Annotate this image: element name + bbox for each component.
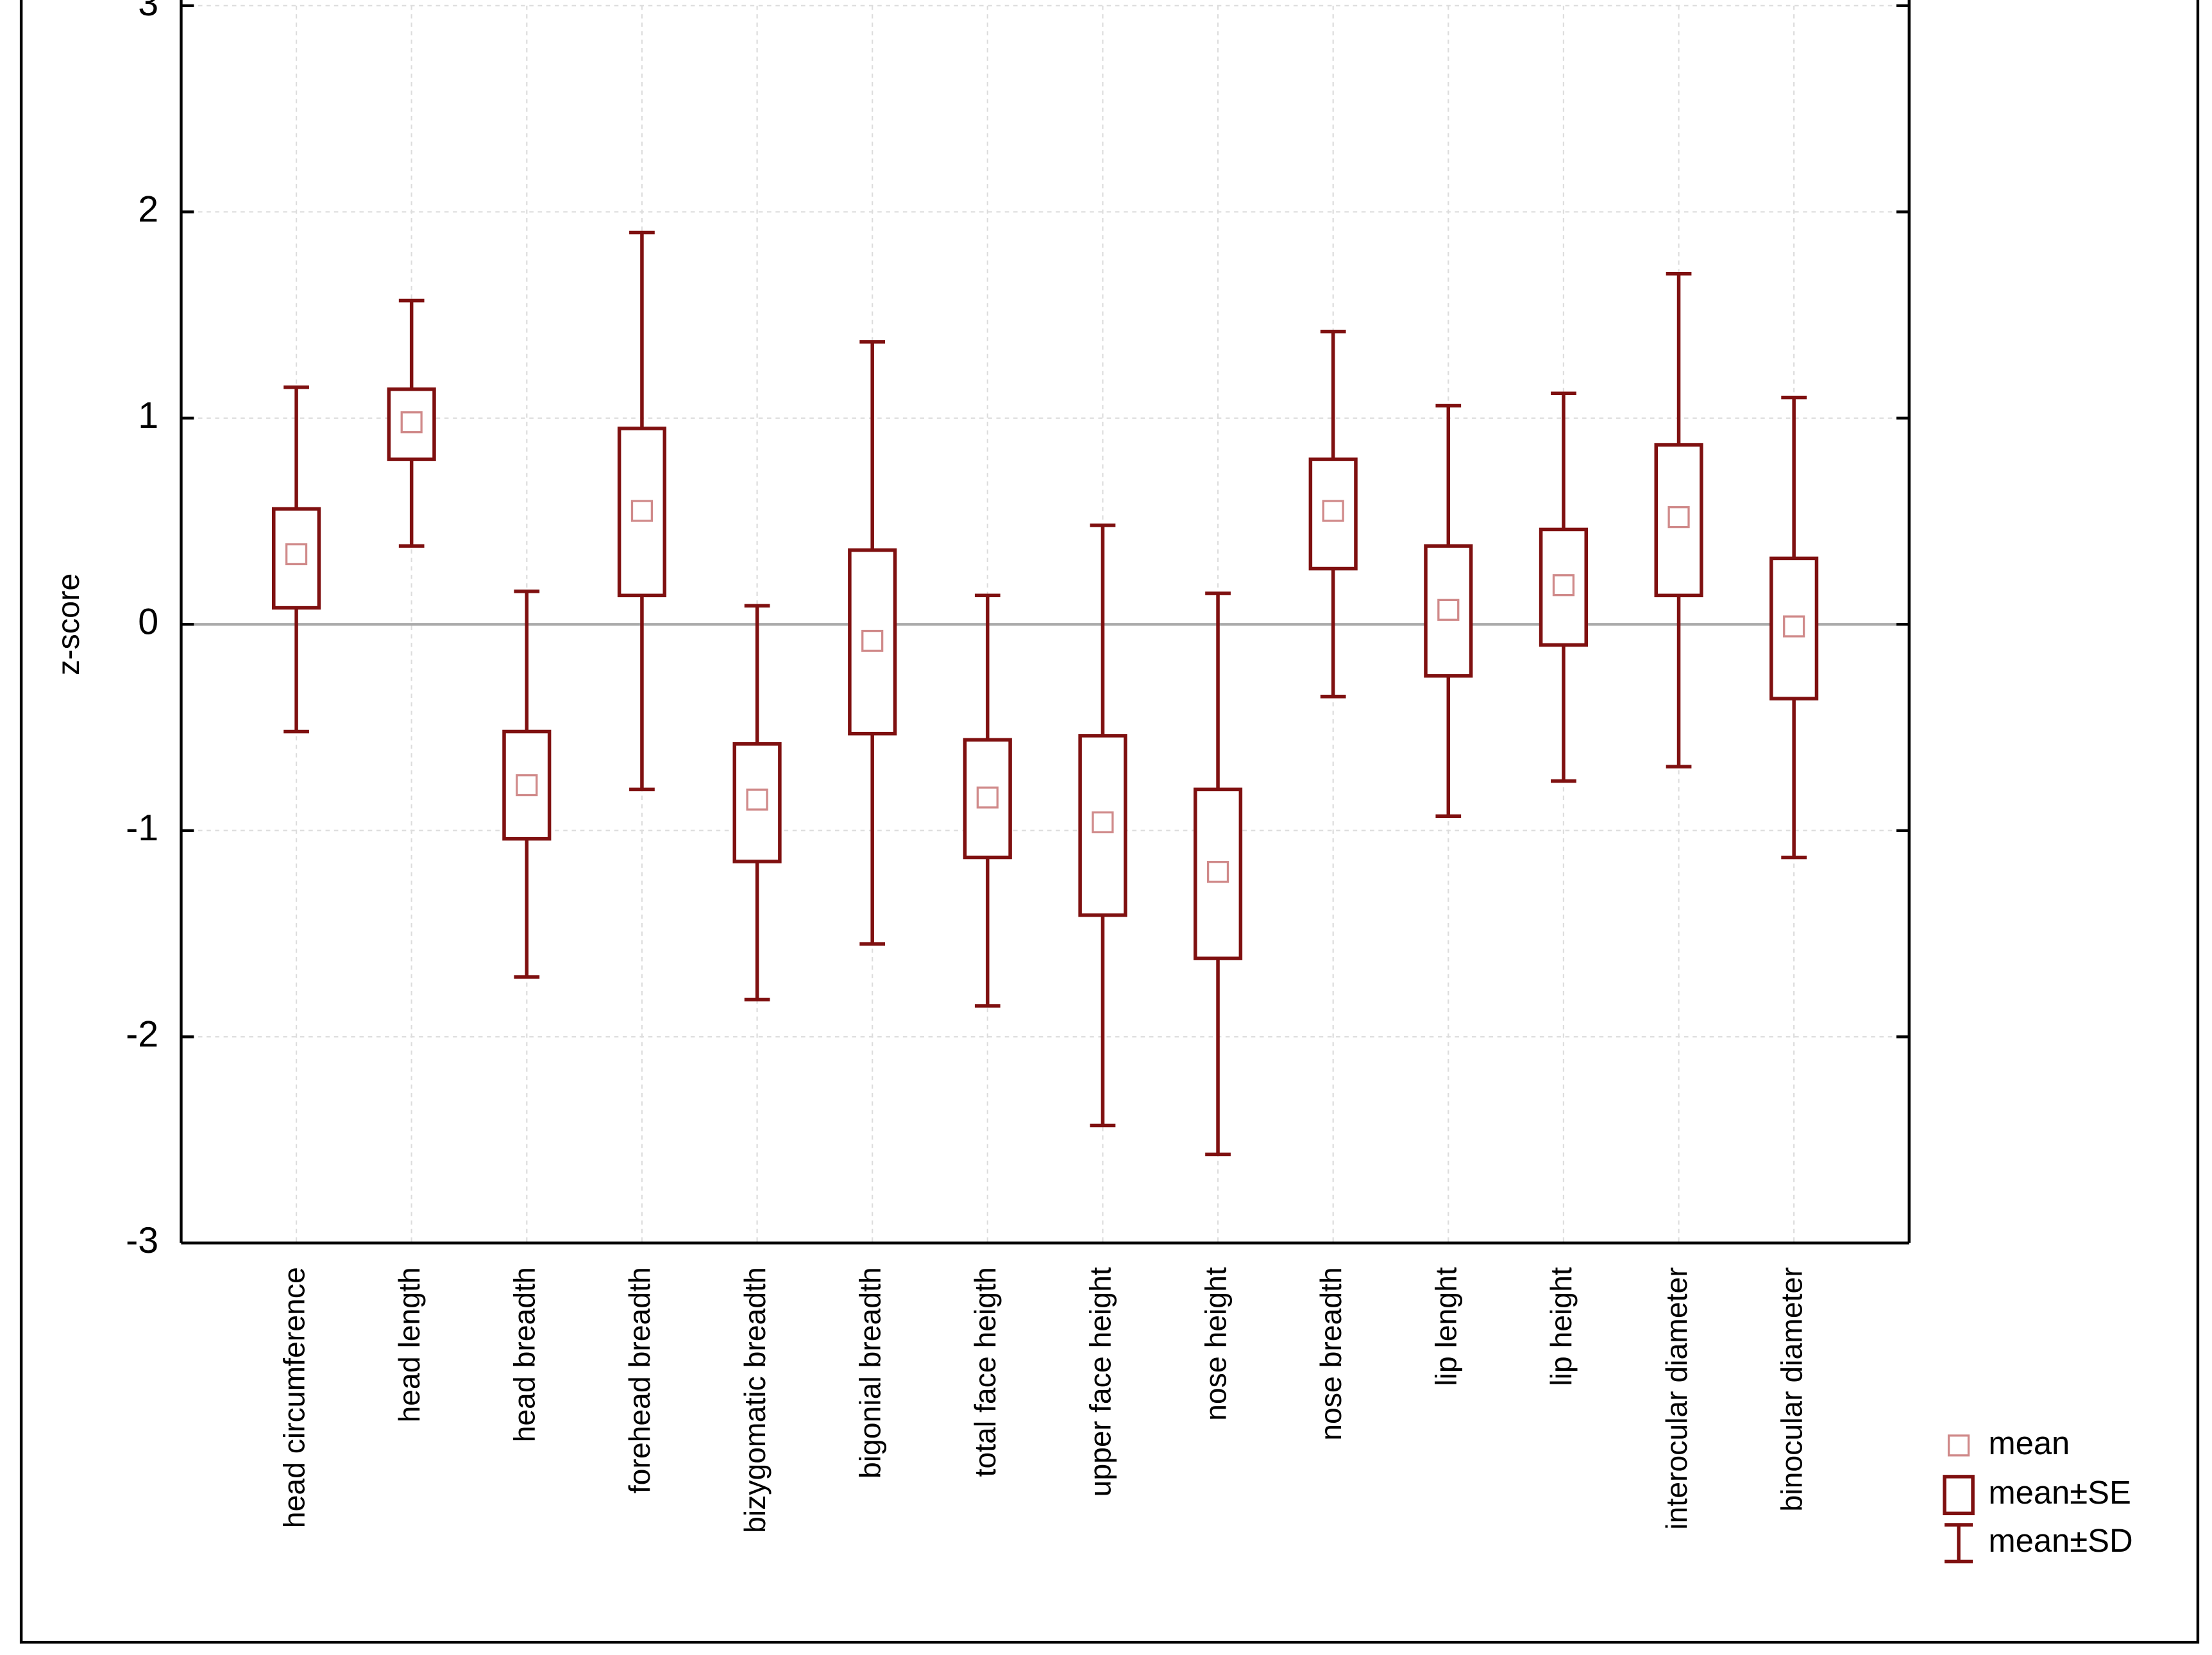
se-box: [1308, 457, 1358, 571]
y-tick-label: -3: [126, 1220, 158, 1261]
mean-marker: [630, 500, 654, 522]
x-tick-label: bigonial breadth: [853, 1267, 886, 1479]
mean-marker: [1437, 598, 1460, 621]
x-tick-label: interocular diameter: [1660, 1267, 1693, 1529]
se-box: [1654, 443, 1703, 598]
se-box: [1193, 787, 1243, 960]
se-box: [617, 427, 667, 598]
x-tick-label: head circumference: [277, 1267, 310, 1528]
mean-marker: [1783, 615, 1805, 638]
mean-marker: [746, 788, 768, 811]
mean-marker: [1322, 500, 1344, 522]
legend-label: mean±SD: [1988, 1522, 2132, 1559]
x-tick-label: nose height: [1199, 1267, 1232, 1421]
y-tick-label: 1: [138, 395, 158, 436]
mean-marker: [1667, 506, 1690, 529]
se-box: [963, 738, 1012, 860]
x-tick-label: upper face height: [1084, 1267, 1117, 1497]
se-box: [1424, 544, 1473, 678]
y-tick-label: 0: [138, 601, 158, 642]
y-tick-label: 2: [138, 189, 158, 230]
legend-mean-icon: [1947, 1434, 1970, 1457]
se-box: [502, 729, 552, 841]
y-tick-label: -1: [126, 808, 158, 849]
se-box: [848, 548, 897, 736]
mean-marker: [976, 786, 999, 809]
mean-marker: [400, 411, 423, 434]
se-box: [1078, 734, 1127, 917]
mean-marker: [1552, 574, 1575, 597]
mean-marker: [516, 774, 538, 797]
se-box: [387, 387, 436, 461]
se-box: [1539, 527, 1588, 647]
y-axis-label: z-score: [51, 573, 86, 675]
mean-marker: [1092, 811, 1114, 834]
mean-marker: [1206, 860, 1229, 883]
x-tick-label: head breadth: [508, 1267, 541, 1442]
y-tick-label: 3: [138, 0, 158, 24]
x-tick-label: bizygomatic breadth: [738, 1267, 772, 1533]
x-tick-label: nose breadth: [1314, 1267, 1347, 1440]
legend-se-icon: [1943, 1475, 1975, 1516]
x-tick-label: binocular diameter: [1775, 1267, 1808, 1511]
mean-marker: [285, 543, 308, 566]
figure-frame: [19, 0, 2200, 1644]
x-tick-label: forehead breadth: [623, 1267, 656, 1493]
x-tick-label: lip height: [1544, 1267, 1578, 1386]
se-box: [1769, 556, 1819, 700]
x-tick-label: head length: [393, 1267, 426, 1422]
y-tick-label: -2: [126, 1014, 158, 1055]
x-tick-label: total face heigth: [968, 1267, 1002, 1477]
x-tick-label: lip lenght: [1430, 1267, 1463, 1386]
se-box: [272, 507, 321, 610]
legend-label: mean±SE: [1988, 1474, 2131, 1511]
legend-label: mean: [1988, 1425, 2070, 1461]
se-box: [732, 742, 782, 863]
mean-marker: [861, 629, 884, 652]
